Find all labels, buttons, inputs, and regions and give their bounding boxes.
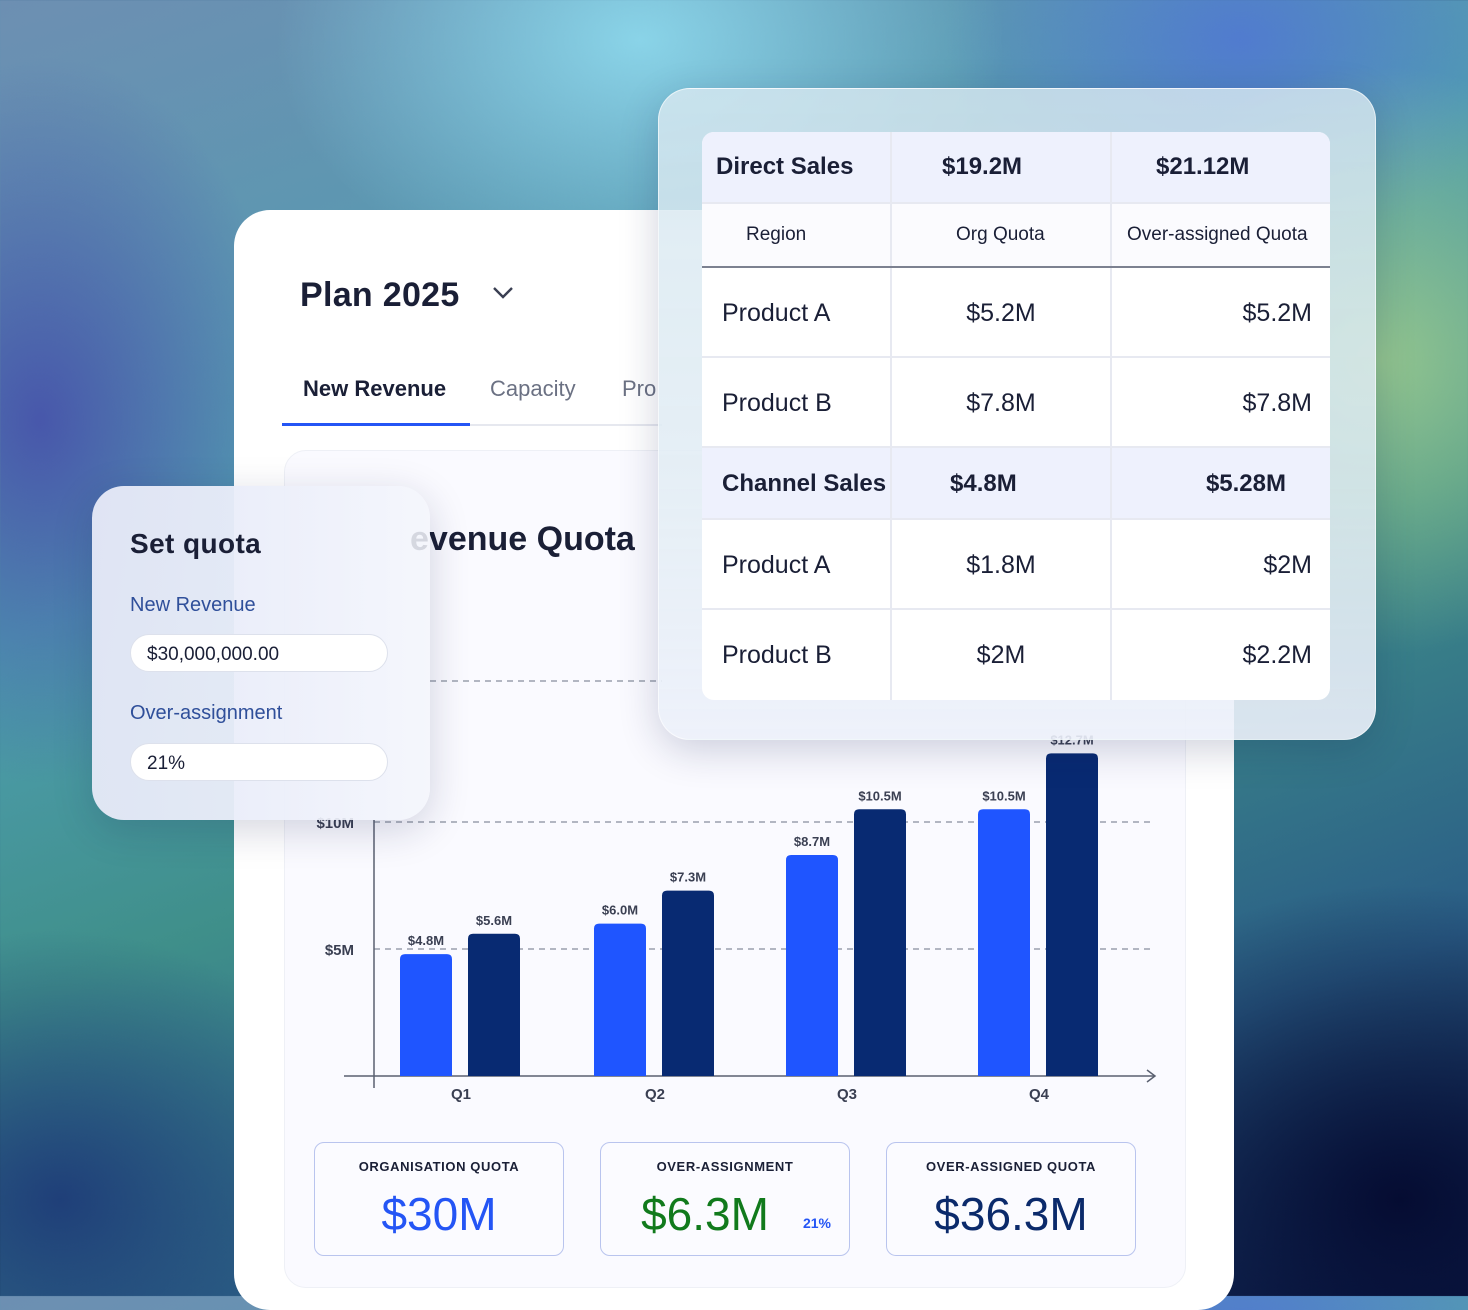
table-cell-org-quota: $7.8M <box>966 388 1036 417</box>
group-name: Direct Sales <box>716 153 854 180</box>
bar-data-label: $6.0M <box>602 903 638 918</box>
new-revenue-input[interactable]: $30,000,000.00 <box>130 634 388 672</box>
bar <box>662 890 714 1076</box>
kpi-label: OVER-ASSIGNMENT <box>656 1159 794 1174</box>
tab-new-revenue[interactable]: New Revenue <box>303 376 447 401</box>
table-cell-region: Product A <box>722 298 831 327</box>
table-cell-over-quota: $2.2M <box>1242 640 1312 669</box>
table-header-row <box>702 202 1330 268</box>
quota-table: Direct Sales $19.2M $21.12M Region Org Q… <box>702 132 1330 700</box>
kpi-over-assigned-quota: OVER-ASSIGNED QUOTA $36.3M <box>886 1142 1136 1256</box>
column-header-over-assigned-quota: Over-assigned Quota <box>1127 224 1308 245</box>
kpi-label: OVER-ASSIGNED QUOTA <box>925 1159 1097 1174</box>
column-divider <box>1110 132 1112 700</box>
bar <box>400 954 452 1076</box>
tab-capacity[interactable]: Capacity <box>490 376 576 401</box>
bar-data-label: $8.7M <box>794 834 830 849</box>
table-cell-region: Product B <box>722 640 832 669</box>
kpi-organisation-quota: ORGANISATION QUOTA $30M <box>314 1142 564 1256</box>
bar-data-label: $10.5M <box>858 788 901 803</box>
bar-data-label: $7.3M <box>670 870 706 885</box>
bar <box>1046 753 1098 1076</box>
group-org-quota: $19.2M <box>942 153 1023 180</box>
set-quota-title: Set quota <box>130 528 262 559</box>
table-cell-region: Product B <box>722 388 832 417</box>
kpi-value: $6.3M <box>641 1188 769 1240</box>
group-over-quota: $21.12M <box>1156 153 1250 180</box>
over-assignment-label: Over-assignment <box>130 702 283 724</box>
active-tab-indicator <box>282 423 470 426</box>
over-assignment-input[interactable]: 21% <box>130 743 388 781</box>
x-tick-label: Q2 <box>645 1086 665 1103</box>
x-axis-arrow-icon <box>1146 1069 1157 1083</box>
group-org-quota: $4.8M <box>950 470 1017 497</box>
group-row-direct-sales <box>702 132 1330 202</box>
table-cell-over-quota: $7.8M <box>1242 388 1312 417</box>
chart-title: evenue Quota <box>410 520 635 558</box>
chevron-down-icon[interactable] <box>492 286 514 300</box>
column-header-org-quota: Org Quota <box>956 224 1045 245</box>
group-over-quota: $5.28M <box>1205 470 1286 497</box>
x-tick-label: Q3 <box>837 1086 857 1103</box>
bar <box>978 809 1030 1076</box>
bar <box>854 809 906 1076</box>
kpi-value: $36.3M <box>934 1188 1088 1240</box>
row-divider <box>702 446 1330 448</box>
bar-data-label: $4.8M <box>408 933 444 948</box>
set-quota-panel: Set quota New Revenue $30,000,000.00 Ove… <box>92 486 430 820</box>
table-cell-org-quota: $1.8M <box>966 550 1036 579</box>
plan-title[interactable]: Plan 2025 <box>300 276 460 314</box>
row-divider <box>702 518 1330 520</box>
tab-pro[interactable]: Pro <box>622 376 657 401</box>
table-cell-region: Product A <box>722 550 831 579</box>
tab-bar: New Revenue Capacity Pro <box>282 370 662 426</box>
group-row-channel-sales <box>702 448 1330 520</box>
bar-data-label: $5.6M <box>476 913 512 928</box>
bar <box>594 923 646 1076</box>
group-name: Channel Sales <box>722 470 887 497</box>
table-cell-org-quota: $2M <box>976 640 1026 669</box>
column-header-region: Region <box>746 224 807 245</box>
kpi-percentage: 21% <box>802 1215 831 1231</box>
bar <box>468 933 520 1076</box>
bar <box>786 855 838 1076</box>
table-cell-over-quota: $5.2M <box>1242 298 1312 327</box>
row-divider <box>702 356 1330 358</box>
row-divider <box>702 202 1330 204</box>
kpi-label: ORGANISATION QUOTA <box>358 1159 520 1174</box>
header-divider <box>702 266 1330 268</box>
bar-data-label: $10.5M <box>982 788 1025 803</box>
row-divider <box>702 608 1330 610</box>
new-revenue-label: New Revenue <box>130 594 256 616</box>
column-divider <box>890 132 892 700</box>
table-cell-over-quota: $2M <box>1263 550 1312 579</box>
y-tick-label: $5M <box>325 942 354 959</box>
table-cell-org-quota: $5.2M <box>966 298 1036 327</box>
kpi-value: $30M <box>381 1188 497 1240</box>
x-tick-label: Q4 <box>1029 1086 1050 1103</box>
x-tick-label: Q1 <box>451 1086 471 1103</box>
kpi-over-assignment: OVER-ASSIGNMENT $6.3M 21% <box>600 1142 850 1256</box>
